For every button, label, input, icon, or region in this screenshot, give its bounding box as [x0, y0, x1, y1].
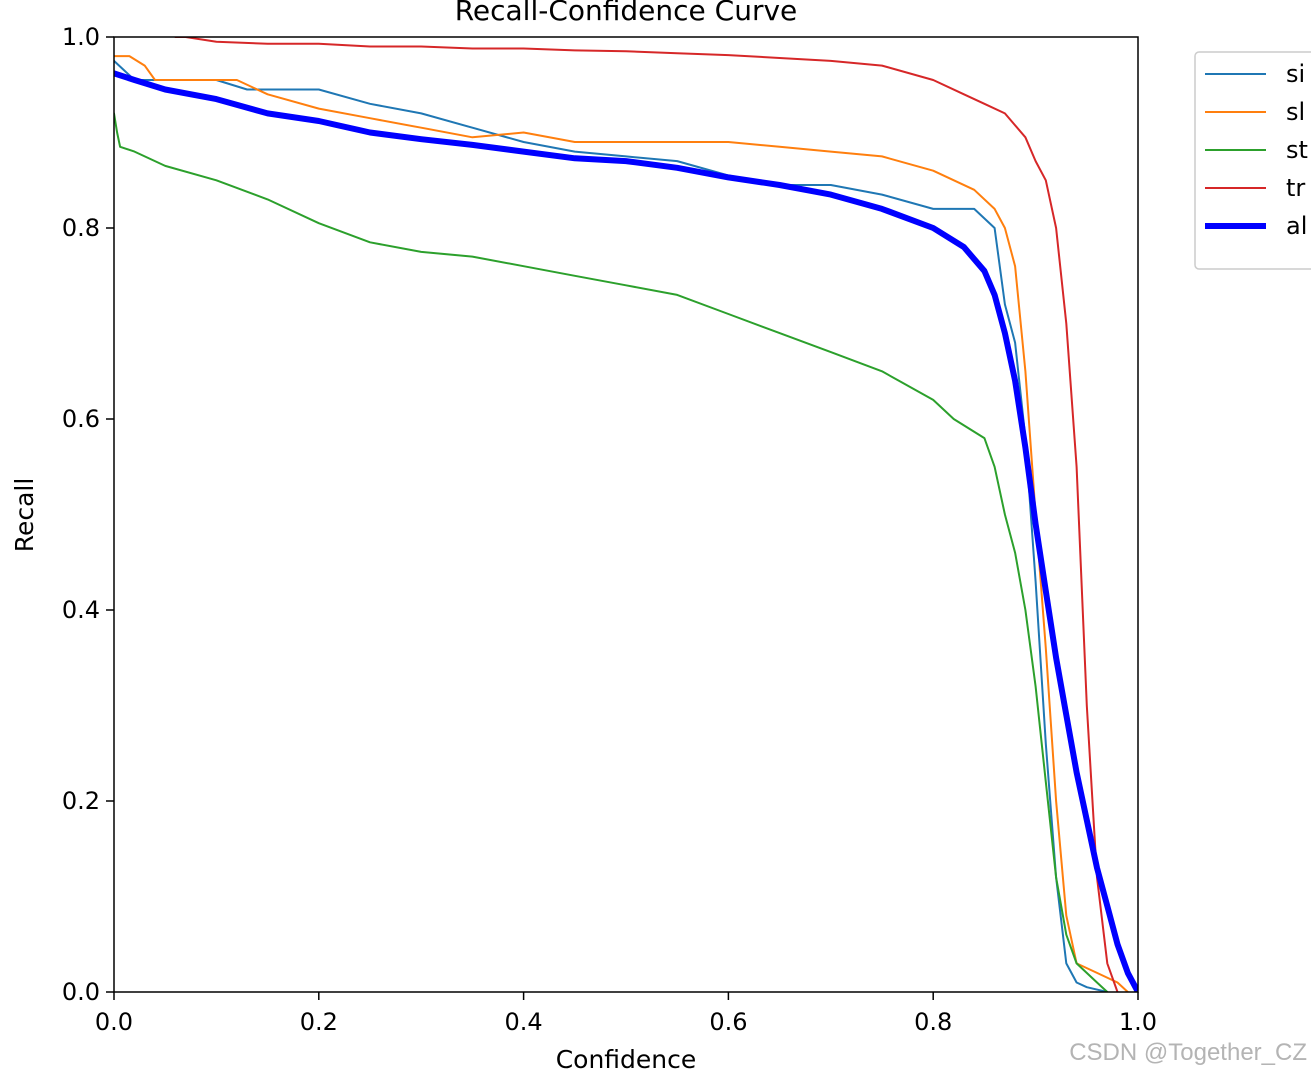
legend: si sl st tr al [1194, 51, 1311, 270]
series-line-tr [174, 37, 1119, 992]
x-tick-label: 0.8 [914, 1008, 952, 1036]
legend-label-sl: sl [1286, 98, 1305, 126]
x-tick-label: 1.0 [1119, 1008, 1157, 1036]
legend-label-si: si [1286, 60, 1305, 88]
y-tick-label: 1.0 [62, 23, 100, 51]
plot-area [114, 37, 1138, 992]
x-tick-label: 0.6 [709, 1008, 747, 1036]
y-axis-ticks: 0.0 0.2 0.4 0.6 0.8 1.0 [62, 23, 114, 1006]
y-tick-label: 0.8 [62, 214, 100, 242]
y-tick-label: 0.4 [62, 596, 100, 624]
y-tick-label: 0.0 [62, 978, 100, 1006]
legend-label-st: st [1286, 136, 1308, 164]
x-axis-label: Confidence [556, 1045, 697, 1071]
x-tick-label: 0.2 [300, 1008, 338, 1036]
y-tick-label: 0.2 [62, 787, 100, 815]
series-line-sl [114, 55, 1129, 992]
x-tick-label: 0.0 [95, 1008, 133, 1036]
watermark: CSDN @Together_CZ [1069, 1039, 1307, 1066]
legend-label-tr: tr [1286, 174, 1305, 202]
y-tick-label: 0.6 [62, 405, 100, 433]
series-layer [114, 37, 1138, 992]
legend-label-al: al [1286, 212, 1307, 240]
x-axis-ticks: 0.0 0.2 0.4 0.6 0.8 1.0 [95, 992, 1157, 1036]
legend-box [1194, 51, 1311, 270]
y-axis-label: Recall [10, 478, 39, 553]
series-line-st [114, 112, 1109, 992]
chart-title: Recall-Confidence Curve [455, 0, 798, 27]
plot-frame [113, 36, 1139, 993]
x-tick-label: 0.4 [505, 1008, 543, 1036]
series-line-al [114, 70, 1138, 992]
